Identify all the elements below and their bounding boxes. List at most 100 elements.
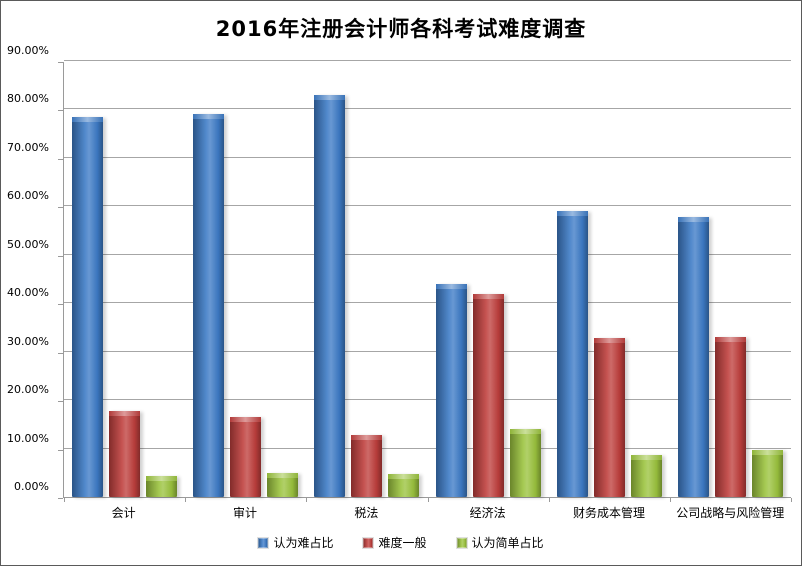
bar (509, 429, 541, 497)
bar-group (306, 62, 427, 497)
bar (193, 114, 225, 497)
y-axis-tick (58, 498, 63, 499)
gridline (64, 253, 791, 255)
y-axis-tick (58, 255, 63, 257)
bar-top-bevel (230, 416, 262, 422)
category-label: 会计 (111, 506, 136, 520)
gridline (64, 60, 791, 61)
gridline (64, 350, 791, 352)
y-axis-tick (58, 401, 63, 403)
y-axis-tick-label: 70.00% (7, 140, 49, 154)
y-axis-tick-label: 90.00% (7, 44, 49, 57)
bar-top-bevel (714, 337, 746, 343)
y-axis-tick (58, 158, 63, 160)
legend-marker (363, 537, 374, 548)
y-axis-tick-label: 0.00% (14, 480, 49, 493)
bar-top-bevel (193, 114, 225, 120)
bar (146, 475, 178, 497)
bar-top-bevel (146, 475, 178, 481)
bar (435, 283, 467, 497)
bar (230, 416, 262, 497)
y-axis-tick (58, 304, 63, 306)
legend-marker (258, 537, 269, 548)
bar-group (64, 62, 185, 497)
bar (751, 450, 783, 497)
bar-group (670, 62, 791, 497)
x-axis-tick (791, 498, 792, 502)
y-axis-tick-label: 50.00% (7, 237, 49, 251)
x-axis-tick (669, 498, 671, 502)
bar (714, 337, 746, 497)
bar (72, 116, 104, 497)
bar (556, 211, 588, 497)
gridline (64, 399, 791, 401)
bar-top-bevel (388, 473, 420, 479)
y-axis-tick-label: 40.00% (7, 286, 49, 300)
bar (351, 435, 383, 497)
y-axis-tick-label: 80.00% (7, 92, 49, 106)
legend: 认为难占比 难度一般 认为简单占比 (1, 534, 801, 551)
legend-item: 难度一般 (363, 534, 427, 551)
legend-item: 认为难占比 (258, 534, 333, 551)
y-axis-tick (58, 207, 63, 209)
category-label: 经济法 (469, 506, 506, 520)
bar (677, 217, 709, 497)
category-label: 税法 (354, 506, 379, 520)
category-label: 审计 (232, 506, 257, 520)
bar (593, 338, 625, 497)
gridline (64, 447, 791, 449)
bar-top-bevel (593, 338, 625, 344)
bar (388, 473, 420, 497)
y-axis-tick (58, 110, 63, 112)
y-axis-tick (58, 352, 63, 354)
bar (314, 94, 346, 497)
bar-top-bevel (509, 429, 541, 435)
gridline (64, 205, 791, 207)
bar-top-bevel (556, 211, 588, 217)
bar-top-bevel (267, 472, 299, 478)
bar-top-bevel (435, 283, 467, 289)
y-axis-tick (58, 62, 63, 63)
bar-top-bevel (677, 217, 709, 223)
category-label: 财务成本管理 (572, 506, 645, 520)
x-axis-tick (64, 498, 65, 502)
chart-title: 2016年注册会计师各科考试难度调查 (215, 17, 587, 41)
gridline (64, 302, 791, 304)
bar (630, 455, 662, 497)
gridline (64, 156, 791, 158)
legend-item: 认为简单占比 (456, 534, 544, 551)
bar (109, 411, 141, 497)
bar-top-bevel (72, 116, 104, 122)
bar-group (549, 62, 670, 497)
legend-label: 认为简单占比 (471, 536, 544, 550)
bar-top-bevel (751, 450, 783, 456)
y-axis-tick-label: 30.00% (7, 334, 49, 348)
bar-top-bevel (351, 435, 383, 440)
y-axis-tick-label: 60.00% (7, 189, 49, 203)
legend-label: 难度一般 (378, 536, 427, 550)
x-axis-ticks (64, 497, 792, 502)
bar (472, 293, 504, 497)
y-axis-tick-label: 20.00% (7, 383, 49, 397)
bar (267, 472, 299, 497)
bar-top-bevel (630, 455, 662, 461)
x-axis-tick (548, 498, 550, 502)
x-axis-labels: 会计 审计 税法 经济法 财务成本管理 公司战略与风险管理 (63, 504, 791, 521)
x-axis-tick (306, 498, 308, 502)
bars-layer (64, 62, 791, 497)
bar-group (428, 62, 549, 497)
category-label: 公司战略与风险管理 (676, 506, 785, 520)
bar-group (185, 62, 306, 497)
y-axis-labels: 0.00% 10.00% 20.00% 30.00% 40.00% 50.00% 60.00… (1, 44, 56, 498)
bar-top-bevel (109, 411, 141, 417)
y-axis-tick (58, 449, 63, 451)
legend-label: 认为难占比 (273, 536, 334, 550)
bar-top-bevel (314, 94, 346, 100)
gridline (64, 108, 791, 110)
x-axis-tick (185, 498, 187, 502)
plot-area (63, 60, 792, 502)
x-axis-tick (427, 498, 429, 502)
legend-marker (456, 537, 467, 548)
bar-top-bevel (472, 293, 504, 299)
